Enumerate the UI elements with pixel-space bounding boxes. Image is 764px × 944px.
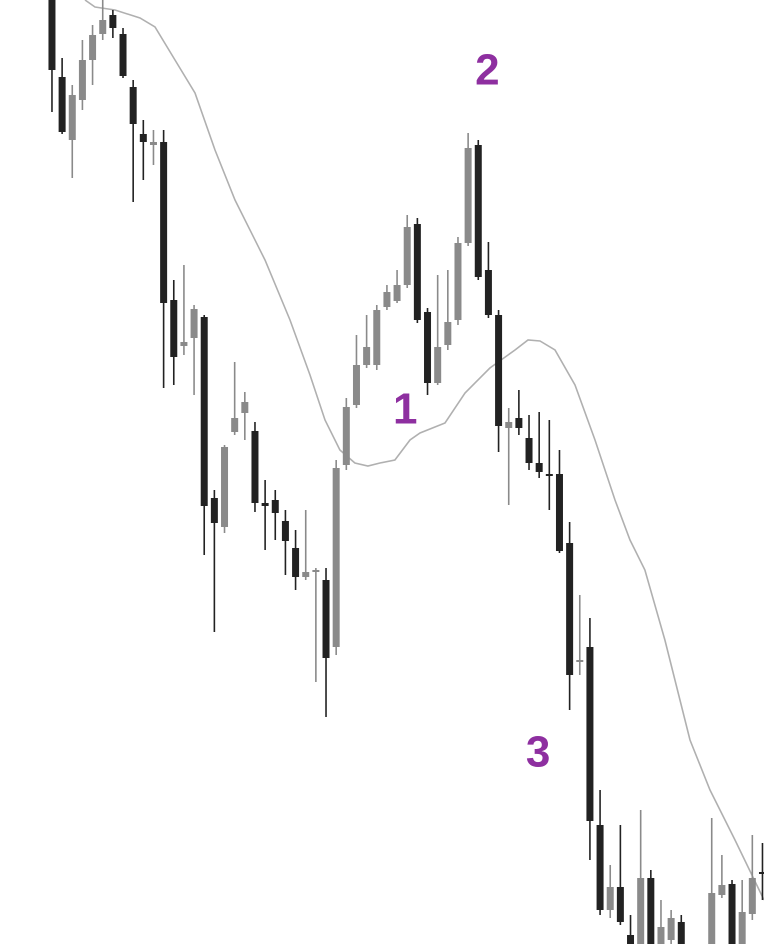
- candle-body: [738, 912, 746, 944]
- candle-body: [99, 20, 107, 34]
- annotation-label: 3: [526, 728, 550, 777]
- candle-body: [555, 474, 563, 551]
- candle-body: [363, 347, 371, 365]
- candle-body: [302, 572, 310, 577]
- candle-body: [129, 87, 137, 124]
- candle-body: [332, 468, 340, 647]
- candle-body: [484, 270, 492, 315]
- candle-body: [241, 402, 249, 413]
- candle-body: [58, 77, 66, 132]
- candle-body: [170, 300, 178, 357]
- candle-body: [708, 893, 716, 944]
- candle-body: [566, 543, 574, 675]
- candle-body: [657, 927, 665, 944]
- candle-body: [616, 887, 624, 922]
- candle-body: [535, 463, 543, 472]
- candle-body: [505, 422, 513, 428]
- candle-body: [474, 145, 482, 277]
- candle-body: [596, 825, 604, 910]
- candle-body: [221, 447, 229, 527]
- candle-body: [109, 15, 117, 28]
- candle-body: [403, 227, 411, 285]
- candle-body: [292, 548, 300, 577]
- moving-average-line: [84, 0, 764, 901]
- candle-body: [89, 35, 97, 60]
- candle-body: [424, 312, 432, 383]
- candle-body: [383, 292, 391, 307]
- candle-body: [495, 315, 503, 426]
- candle-body: [434, 347, 442, 383]
- candle-body: [119, 34, 127, 76]
- candle-body: [464, 148, 472, 243]
- candle-body: [627, 935, 635, 944]
- candle-body: [68, 95, 76, 140]
- candle-body: [393, 285, 401, 301]
- candle-body: [271, 500, 279, 513]
- candle-body: [78, 60, 86, 100]
- candle-body: [180, 342, 188, 346]
- candle-body: [322, 580, 330, 658]
- candle-body: [251, 431, 259, 503]
- candle-body: [342, 407, 350, 465]
- candle-body: [586, 647, 594, 821]
- annotation-label: 2: [475, 46, 499, 95]
- candle-body: [413, 224, 421, 320]
- candle-body: [231, 418, 239, 432]
- candle-body: [160, 142, 168, 303]
- annotation-label: 1: [393, 385, 417, 434]
- candle-body: [312, 570, 320, 572]
- candle-body: [139, 134, 147, 142]
- candle-body: [210, 498, 218, 523]
- candle-body: [149, 142, 157, 145]
- candle-body: [373, 310, 381, 365]
- candle-body: [190, 309, 198, 338]
- candle-body: [261, 503, 269, 506]
- candle-body: [281, 521, 289, 541]
- candle-body: [525, 438, 533, 463]
- candle-body: [647, 878, 655, 944]
- candle-body: [758, 872, 764, 874]
- candle-body: [677, 922, 685, 944]
- candle-body: [444, 322, 452, 345]
- candle-body: [728, 884, 736, 944]
- candle-body: [545, 474, 553, 476]
- candle-body: [200, 317, 208, 506]
- candle-body: [718, 885, 726, 895]
- candle-body: [606, 887, 614, 910]
- candle-body: [515, 418, 523, 428]
- candle-body: [748, 878, 756, 914]
- candle-body: [576, 660, 584, 662]
- candle-body: [48, 0, 56, 70]
- candle-body: [352, 365, 360, 405]
- candle-body: [637, 878, 645, 944]
- candle-body: [667, 918, 675, 940]
- candle-body: [454, 243, 462, 320]
